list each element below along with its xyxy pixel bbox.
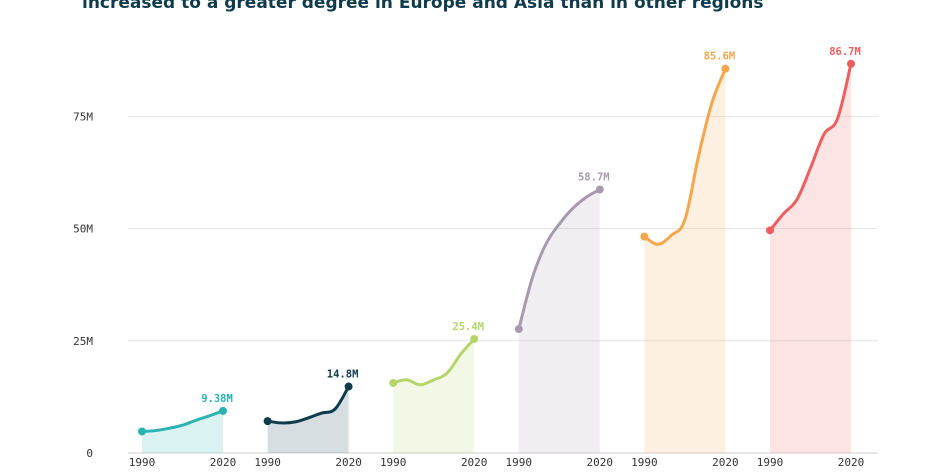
end-point <box>470 334 479 343</box>
series-panel: 14.8M 1990 2020 <box>254 369 362 469</box>
end-point <box>344 382 353 391</box>
series-panel: 85.6M 1990 2020 <box>631 51 739 469</box>
x-tick-label: 2020 <box>210 456 237 469</box>
end-point <box>595 185 604 194</box>
x-tick-label: 1990 <box>254 456 281 469</box>
end-value-label: 58.7M <box>578 171 610 183</box>
series-panel: 25.4M 1990 2020 <box>380 321 488 469</box>
y-axis: 0 25M 50M 75M <box>73 110 93 460</box>
y-tick-label: 50M <box>73 223 93 236</box>
series-area <box>518 189 600 453</box>
x-tick-label: 2020 <box>461 456 488 469</box>
series-panel: 58.7M 1990 2020 <box>506 171 614 469</box>
end-value-label: 25.4M <box>452 321 484 333</box>
end-value-label: 9.38M <box>201 393 233 405</box>
x-tick-label: 1990 <box>631 456 658 469</box>
series-panel: 86.7M 1990 2020 <box>757 46 865 469</box>
x-tick-label: 2020 <box>587 456 614 469</box>
start-point <box>138 427 146 436</box>
series-line <box>266 385 351 425</box>
y-tick-label: 25M <box>73 335 93 348</box>
start-point <box>766 226 774 235</box>
series-line <box>768 62 853 232</box>
chart-title: increased to a greater degree in Europe … <box>82 0 764 13</box>
x-tick-label: 2020 <box>712 456 739 469</box>
end-point <box>721 64 730 73</box>
x-tick-label: 1990 <box>757 456 784 469</box>
grid-layer <box>128 115 878 454</box>
start-point <box>263 417 272 426</box>
series-panel: 9.38M 1990 2020 <box>129 393 237 469</box>
series-area <box>393 338 475 453</box>
series-line <box>517 187 602 331</box>
start-point <box>514 325 523 334</box>
end-value-label: 86.7M <box>829 46 861 58</box>
x-tick-label: 1990 <box>380 456 407 469</box>
end-value-label: 14.8M <box>327 369 359 381</box>
end-point <box>847 59 855 68</box>
series-area <box>644 68 726 453</box>
y-tick-label: 0 <box>86 447 93 460</box>
series-area <box>770 63 851 454</box>
x-tick-label: 2020 <box>335 456 362 469</box>
end-value-label: 85.6M <box>704 51 736 63</box>
series-area <box>142 410 223 453</box>
x-tick-label: 1990 <box>506 456 533 469</box>
x-tick-label: 2020 <box>838 456 865 469</box>
y-tick-label: 75M <box>73 110 93 123</box>
end-point <box>219 406 227 415</box>
series-line <box>140 409 225 433</box>
x-tick-label: 1990 <box>129 456 156 469</box>
series-line <box>391 337 476 387</box>
start-point <box>640 232 649 241</box>
series-line <box>642 67 727 246</box>
series-area <box>267 386 349 453</box>
start-point <box>389 378 398 387</box>
